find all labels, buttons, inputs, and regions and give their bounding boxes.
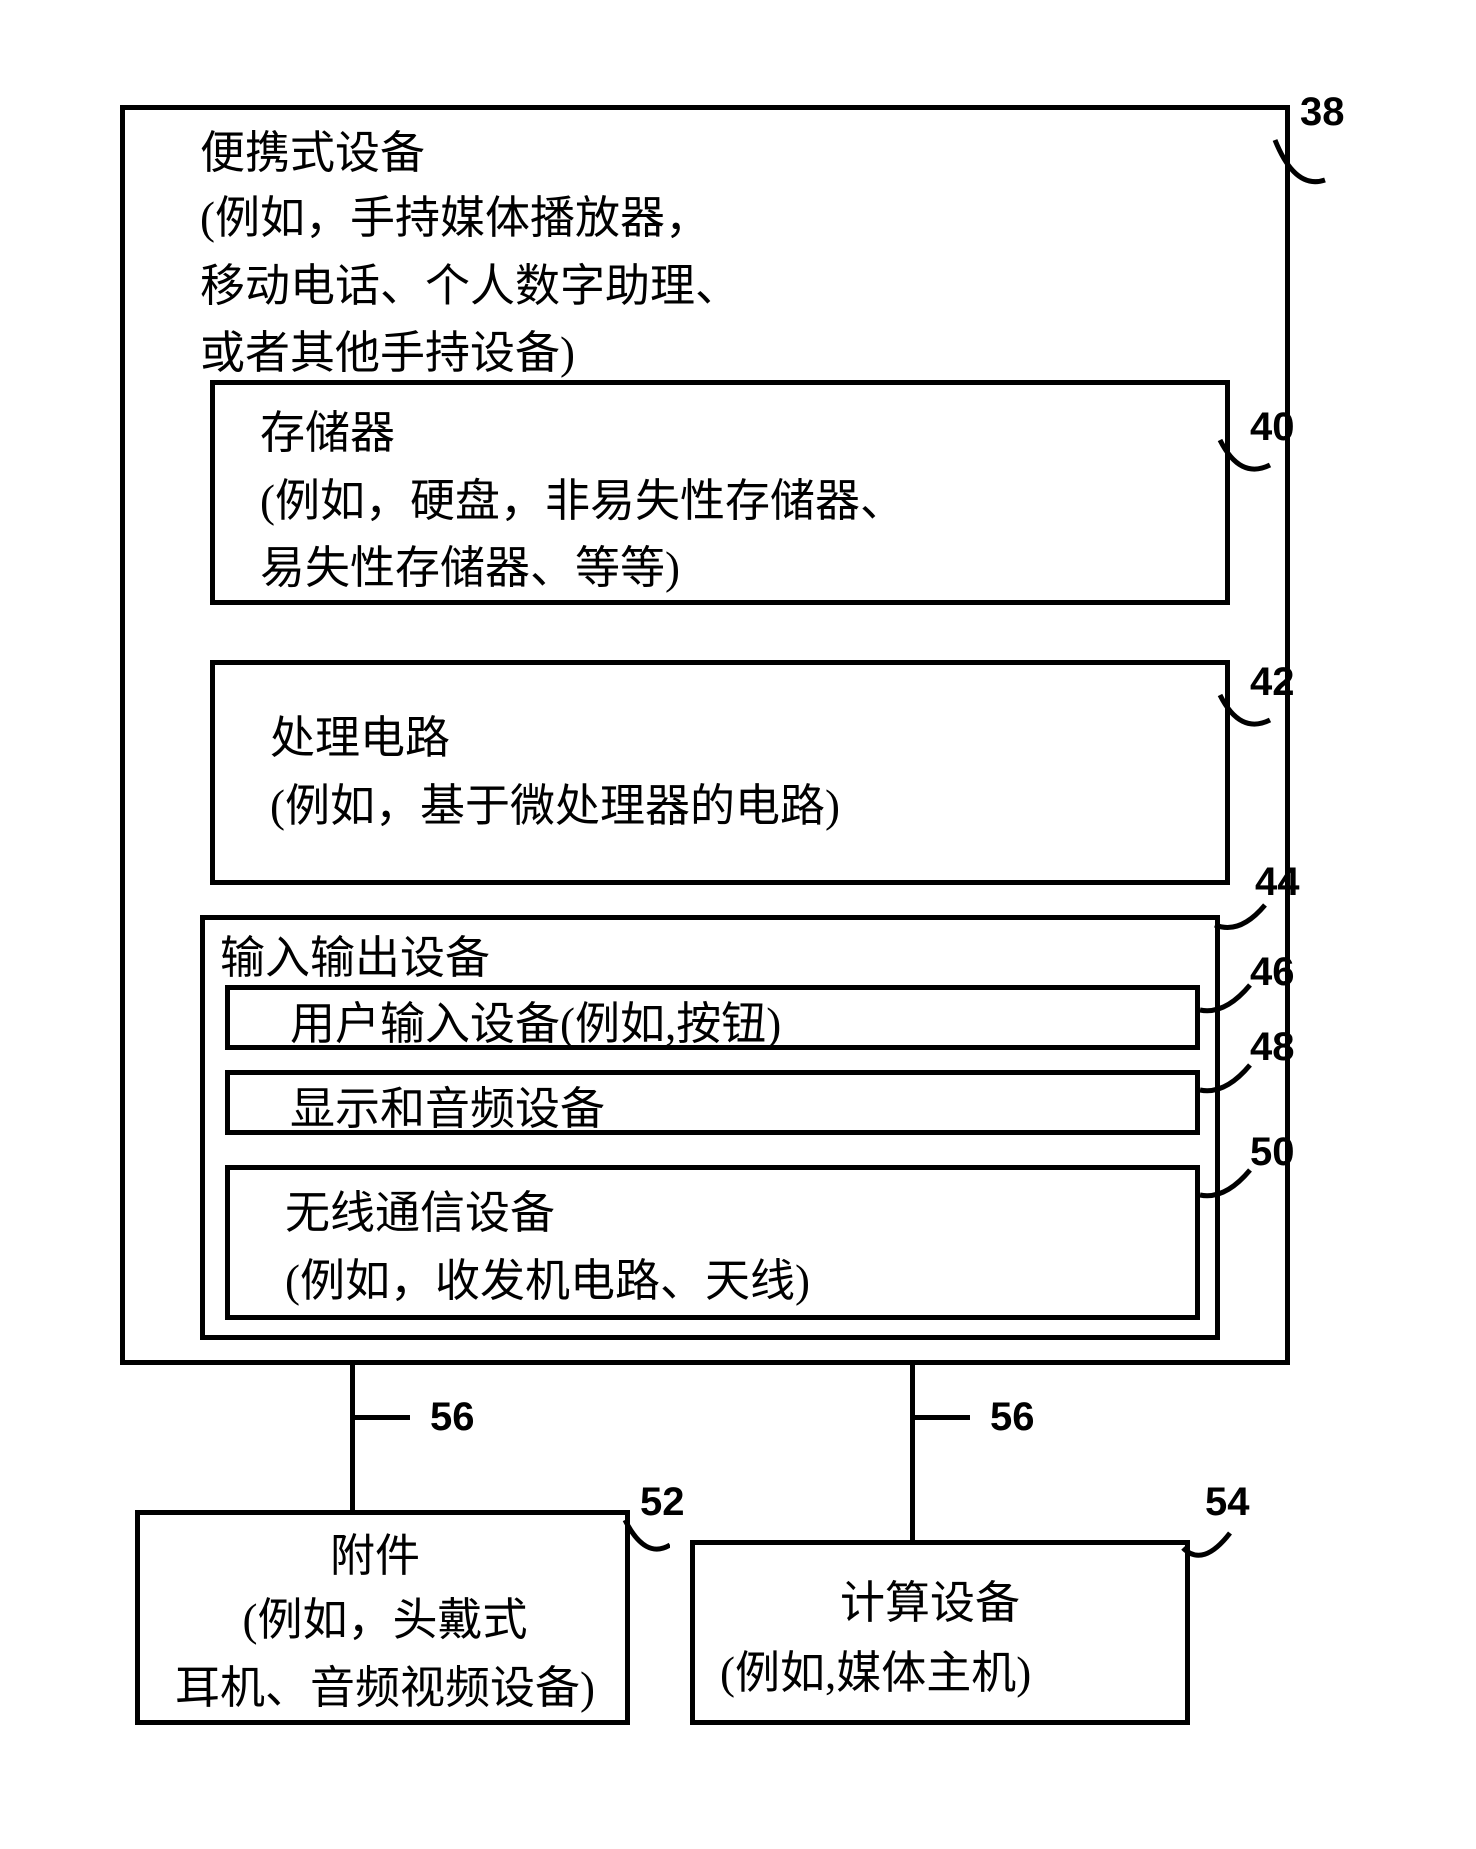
wireless-leader [1195, 1160, 1255, 1200]
computing-connector-tick [915, 1415, 970, 1420]
computing-title: 计算设备 [840, 1570, 1020, 1638]
memory-text: 存储器 (例如，硬盘，非易失性存储器、 易失性存储器、等等) [260, 400, 905, 603]
accessory-subtitle: (例如，头戴式 耳机、音频视频设备) [155, 1587, 615, 1722]
outer-ref: 38 [1300, 90, 1345, 135]
display-audio-ref: 48 [1250, 1025, 1295, 1070]
computing-leader [1178, 1523, 1233, 1573]
memory-ref: 40 [1250, 405, 1295, 450]
outer-leader [1270, 135, 1330, 195]
user-input-leader [1195, 975, 1255, 1015]
user-input-text: 用户输入设备(例如,按钮) [290, 991, 781, 1059]
computing-subtitle: (例如,媒体主机) [720, 1640, 1031, 1708]
accessory-conn-ref: 56 [430, 1395, 475, 1440]
display-audio-text: 显示和音频设备 [290, 1076, 605, 1144]
wireless-text: 无线通信设备 (例如，收发机电路、天线) [285, 1180, 810, 1315]
processing-ref: 42 [1250, 660, 1295, 705]
wireless-ref: 50 [1250, 1130, 1295, 1175]
outer-title: 便携式设备 [200, 120, 425, 188]
computing-conn-ref: 56 [990, 1395, 1035, 1440]
user-input-ref: 46 [1250, 950, 1295, 995]
outer-subtitle: (例如，手持媒体播放器， 移动电话、个人数字助理、 或者其他手持设备) [200, 185, 740, 388]
accessory-ref: 52 [640, 1480, 685, 1525]
computing-ref: 54 [1205, 1480, 1250, 1525]
display-audio-leader [1195, 1055, 1255, 1095]
computing-connector [910, 1365, 915, 1540]
io-ref: 44 [1255, 860, 1300, 905]
accessory-title: 附件 [330, 1523, 420, 1591]
io-group-title: 输入输出设备 [220, 925, 490, 993]
accessory-connector [350, 1365, 355, 1510]
accessory-connector-tick [355, 1415, 410, 1420]
processing-text: 处理电路 (例如，基于微处理器的电路) [270, 705, 840, 840]
diagram-root: 便携式设备 (例如，手持媒体播放器， 移动电话、个人数字助理、 或者其他手持设备… [120, 105, 1340, 1730]
